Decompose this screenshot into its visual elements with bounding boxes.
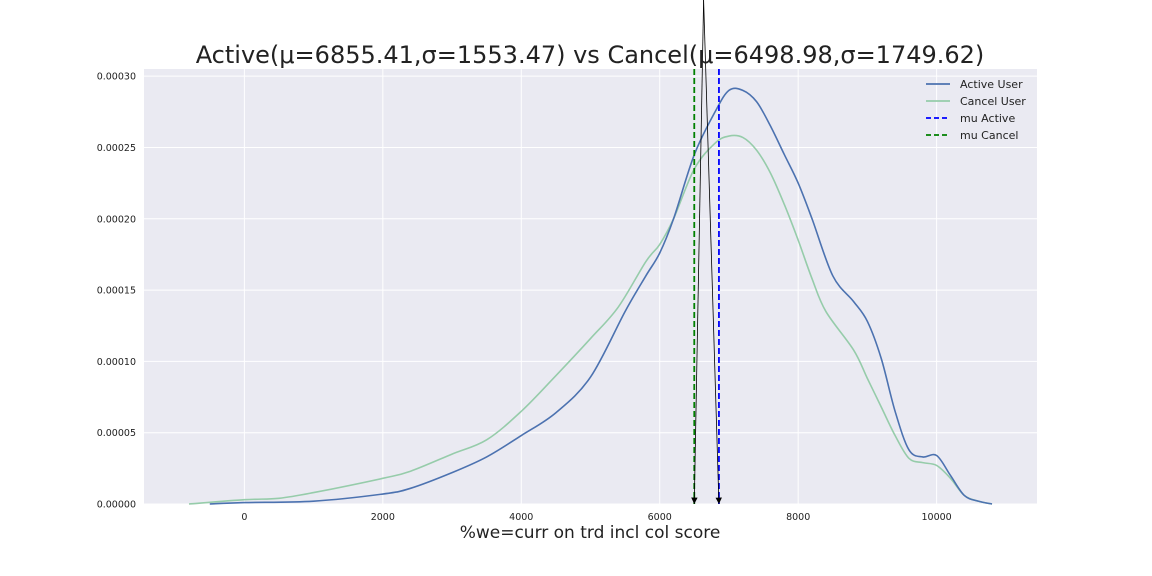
series-line-active-user	[209, 87, 993, 505]
plot-area-background	[144, 69, 1037, 504]
y-tick-label: 0.00020	[97, 214, 136, 225]
x-tick-label: 6000	[648, 512, 672, 523]
annotation-arrow	[703, 0, 722, 505]
series-lines	[188, 87, 993, 505]
annotation-arrows	[691, 0, 722, 505]
legend-label: Active User	[960, 78, 1023, 91]
legend-label: Cancel User	[960, 95, 1026, 108]
y-tick-label: 0.00000	[97, 500, 136, 511]
y-tick-label: 0.00005	[97, 428, 136, 439]
x-tick-label: 10000	[922, 512, 952, 523]
x-tick-labels: 0 2000 4000 6000 8000 10000	[241, 512, 951, 523]
legend-label: mu Cancel	[960, 129, 1018, 142]
x-tick-label: 4000	[509, 512, 533, 523]
annotation-arrow	[691, 0, 705, 505]
x-tick-label: 8000	[786, 512, 810, 523]
grid-lines	[144, 69, 1037, 505]
y-tick-label: 0.00015	[97, 286, 136, 297]
mean-lines	[693, 69, 720, 504]
legend: Active User Cancel User mu Active mu Cancel	[926, 78, 1026, 142]
x-axis-label: %we=curr on trd incl col score	[460, 523, 721, 543]
series-line-cancel-user	[188, 134, 993, 505]
legend-label: mu Active	[960, 112, 1015, 125]
y-tick-labels: 0.00000 0.00005 0.00010 0.00015 0.00020 0.000…	[97, 72, 136, 511]
y-tick-label: 0.00030	[97, 72, 136, 83]
x-tick-label: 0	[241, 512, 247, 523]
y-tick-label: 0.00025	[97, 143, 136, 154]
chart-title: Active(μ=6855.41,σ=1553.47) vs Cancel(μ=…	[196, 41, 985, 69]
x-tick-label: 2000	[371, 512, 395, 523]
y-tick-label: 0.00010	[97, 357, 136, 368]
